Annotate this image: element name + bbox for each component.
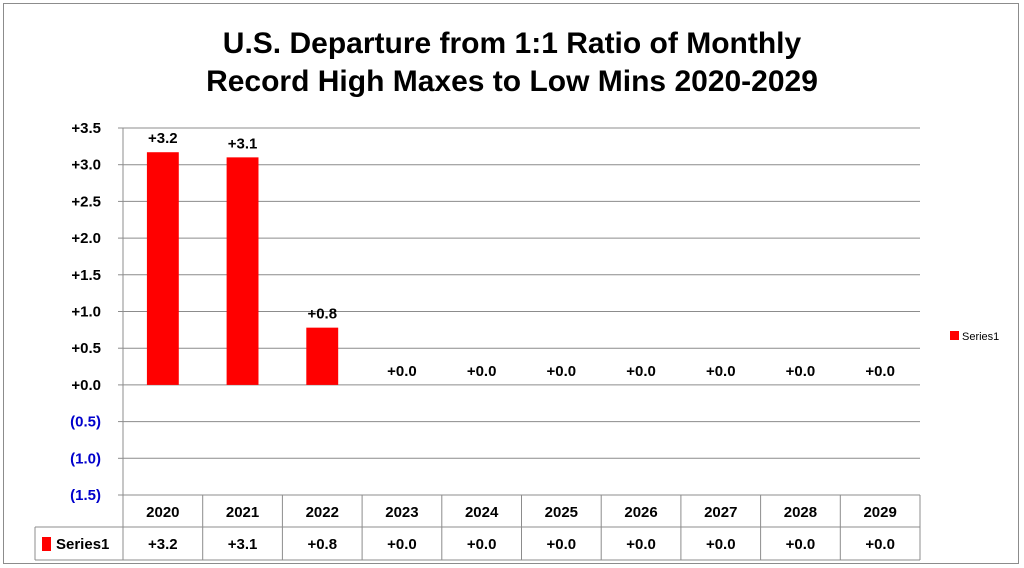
y-tick-label: +0.5 — [71, 340, 101, 357]
category-label: 2027 — [704, 504, 737, 521]
data-label: +0.0 — [547, 363, 577, 380]
y-tick-label: (1.0) — [70, 450, 101, 467]
category-label: 2025 — [545, 504, 578, 521]
bar — [226, 157, 259, 385]
table-value: +0.0 — [865, 536, 895, 553]
y-tick-label: +1.0 — [71, 304, 101, 321]
y-tick-label: +1.5 — [71, 267, 101, 284]
table-value: +0.0 — [387, 536, 417, 553]
data-label: +0.0 — [387, 363, 417, 380]
category-label: 2022 — [306, 504, 339, 521]
data-label: +0.0 — [706, 363, 736, 380]
y-tick-label: (1.5) — [70, 487, 101, 504]
table-value: +0.8 — [307, 536, 337, 553]
table-value: +0.0 — [786, 536, 816, 553]
category-label: 2021 — [226, 504, 259, 521]
data-labels: +3.2 +3.1 +0.8 +0.0 +0.0 +0.0 +0.0 +0.0 +0.0 +0.0 — [148, 130, 895, 380]
y-tick-label: +3.0 — [71, 157, 101, 174]
legend: Series1 — [950, 331, 999, 343]
y-tick-label: +2.5 — [71, 193, 101, 210]
chart-title-line-1: U.S. Departure from 1:1 Ratio of Monthly — [223, 27, 802, 60]
table-series-swatch — [42, 537, 51, 551]
chart-title-line-2: Record High Maxes to Low Mins 2020-2029 — [206, 65, 818, 98]
legend-swatch-series1 — [950, 331, 959, 340]
bars — [146, 152, 339, 385]
legend-label-series1: Series1 — [962, 331, 999, 343]
table-value: +0.0 — [626, 536, 656, 553]
category-label: 2028 — [784, 504, 817, 521]
data-label: +0.0 — [786, 363, 816, 380]
data-label: +3.1 — [228, 135, 258, 152]
table-value: +3.1 — [228, 536, 258, 553]
table-value: +3.2 — [148, 536, 178, 553]
bar — [306, 327, 339, 385]
table-value: +0.0 — [467, 536, 497, 553]
data-label: +3.2 — [148, 130, 178, 147]
data-label: +0.8 — [307, 306, 337, 323]
y-tick-label: +0.0 — [71, 377, 101, 394]
category-label: 2026 — [624, 504, 657, 521]
category-label: 2023 — [385, 504, 418, 521]
category-label: 2024 — [465, 504, 499, 521]
y-tick-label: +2.0 — [71, 230, 101, 247]
data-table: 2020 +3.2 2021 +3.1 2022 +0.8 2023 +0.0 2024 +0.0… — [34, 494, 921, 561]
table-series-label: Series1 — [56, 536, 109, 553]
data-label: +0.0 — [626, 363, 656, 380]
y-tick-label: (0.5) — [70, 414, 101, 431]
table-value: +0.0 — [706, 536, 736, 553]
bar — [146, 152, 179, 385]
y-tick-label: +3.5 — [71, 120, 101, 137]
data-label: +0.0 — [467, 363, 497, 380]
table-value: +0.0 — [547, 536, 577, 553]
y-axis-ticks: +3.5 +3.0 +2.5 +2.0 +1.5 +1.0 +0.5 +0.0 (0.5) (1.… — [70, 120, 101, 504]
category-label: 2029 — [863, 504, 896, 521]
data-label: +0.0 — [865, 363, 895, 380]
category-label: 2020 — [146, 504, 179, 521]
